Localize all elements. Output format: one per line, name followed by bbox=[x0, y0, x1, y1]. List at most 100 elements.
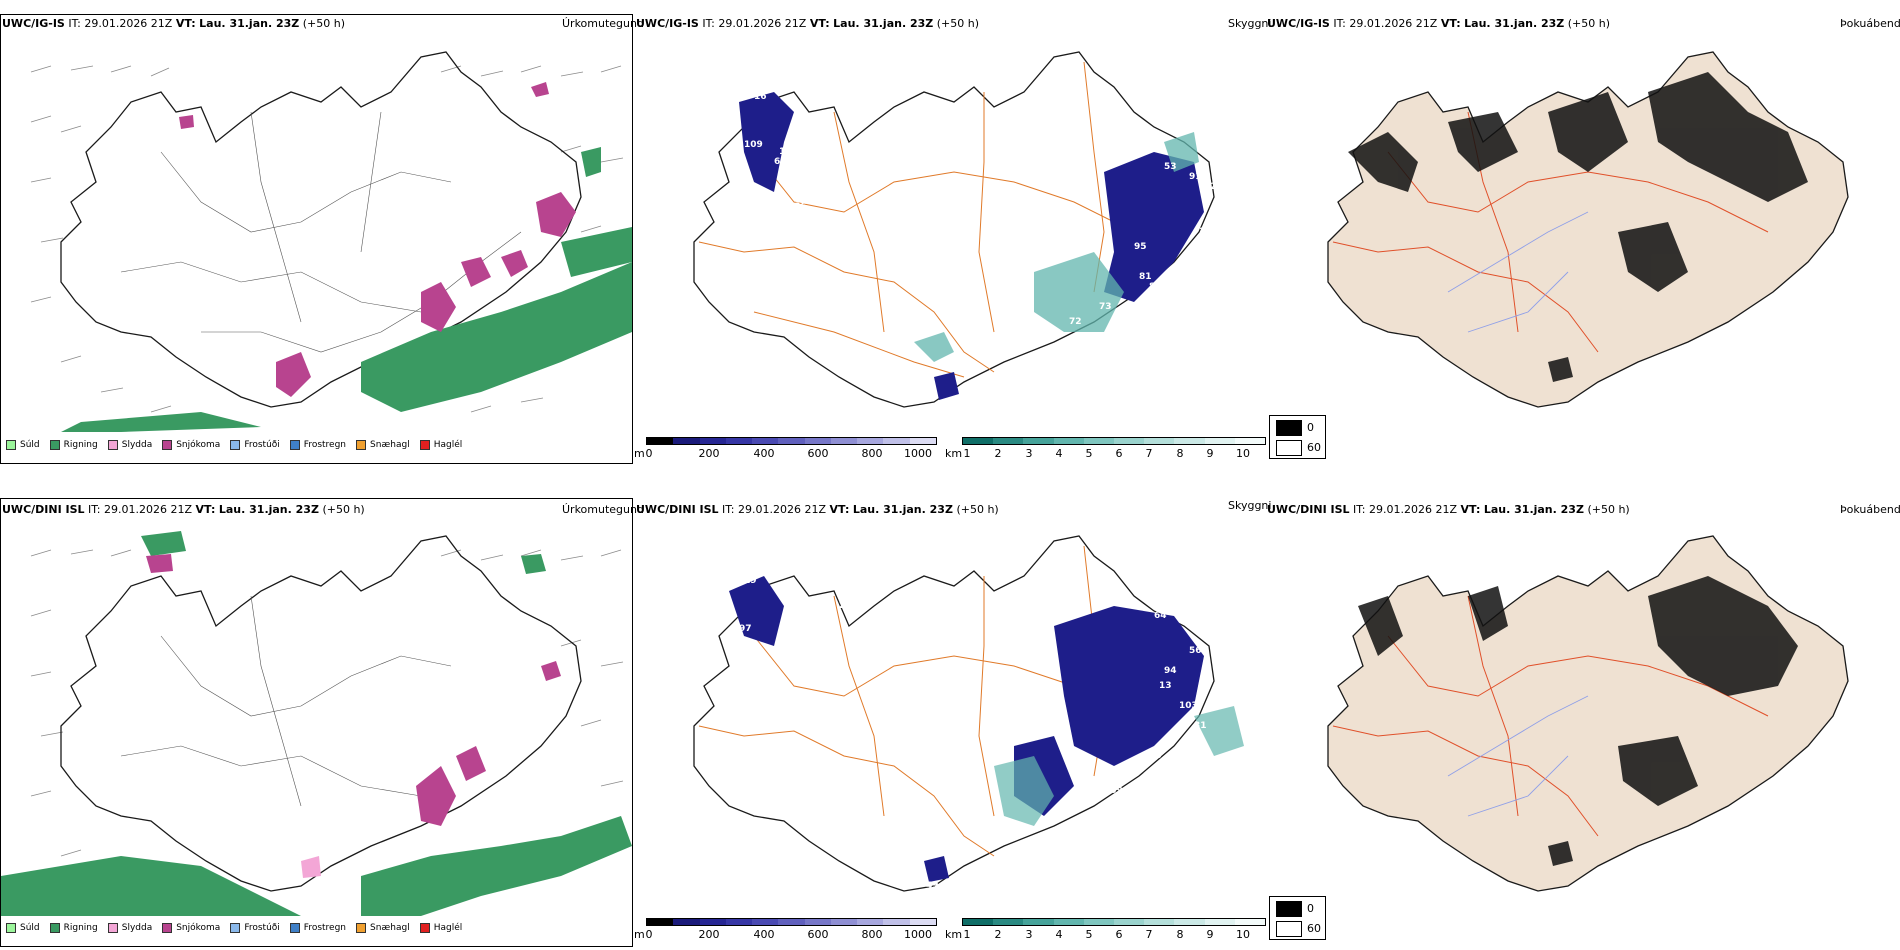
colorbar-segment bbox=[1174, 919, 1205, 925]
fog-swatch-dark bbox=[1276, 420, 1302, 436]
row2-precip-frame bbox=[0, 498, 633, 947]
tick-label: 9 bbox=[1206, 447, 1214, 460]
colorbar-segment bbox=[883, 919, 910, 925]
legend-swatch bbox=[107, 923, 118, 933]
row2-cloudbase-unit: m bbox=[634, 928, 645, 941]
visibility-value-label: 94 bbox=[1164, 666, 1177, 676]
tick-label: 200 bbox=[698, 447, 720, 460]
legend-label: Haglél bbox=[433, 440, 463, 450]
tick-label: 1 bbox=[963, 928, 971, 941]
visibility-value-label: 202 bbox=[1069, 821, 1088, 831]
fog-swatch-dark bbox=[1276, 901, 1302, 917]
tick-label: 6 bbox=[1115, 928, 1123, 941]
tick-label: 600 bbox=[807, 447, 829, 460]
tick-label: 7 bbox=[1145, 447, 1153, 460]
visibility-value-label: 80 bbox=[1149, 282, 1162, 292]
legend-swatch bbox=[356, 923, 367, 933]
colorbar-segment bbox=[647, 438, 674, 444]
visibility-value-label: 44 bbox=[942, 400, 955, 410]
tick-label: 5 bbox=[1085, 928, 1093, 941]
legend-label: Frostregn bbox=[303, 923, 347, 933]
fog-swatch-light bbox=[1276, 440, 1302, 456]
row1-visibility-colorbar bbox=[962, 437, 1266, 445]
visibility-value-label: 53 bbox=[1164, 162, 1177, 172]
legend-item: Rigning bbox=[49, 440, 98, 450]
legend-swatch bbox=[230, 440, 241, 450]
colorbar-segment bbox=[1204, 919, 1235, 925]
colorbar-segment bbox=[778, 438, 805, 444]
tick-label: 10 bbox=[1236, 447, 1250, 460]
fog-swatch-light bbox=[1276, 921, 1302, 937]
colorbar-segment bbox=[857, 438, 884, 444]
fog-dark-areas bbox=[1348, 72, 1808, 382]
row1-visibility-value-labels: 16 102 109 107 60 82 75 86 53 91 125 169 95 81 80 73 72 8… bbox=[634, 32, 1266, 432]
legend-swatch bbox=[107, 440, 118, 450]
legend-swatch bbox=[162, 440, 173, 450]
colorbar-segment bbox=[1174, 438, 1205, 444]
legend-label: Slydda bbox=[121, 923, 153, 933]
road-network bbox=[1332, 595, 1769, 837]
row1-header-right: UWC/IG-IS IT: 29.01.2026 21Z VT: Lau. 31… bbox=[1267, 17, 1611, 30]
visibility-value-label: 81 bbox=[1139, 272, 1152, 282]
visibility-value-label: 125 bbox=[1204, 182, 1223, 192]
legend-label: Frostúði bbox=[244, 440, 280, 450]
iceland-outline bbox=[60, 51, 582, 408]
visibility-value-label: 83 bbox=[1064, 347, 1077, 357]
fog-legend-label: 0 bbox=[1307, 421, 1314, 434]
legend-item: Frostregn bbox=[289, 923, 347, 933]
colorbar-segment bbox=[1053, 438, 1084, 444]
legend-label: Snæhagl bbox=[370, 440, 410, 450]
row2-visibility-ticks: 1 2 3 4 5 6 7 8 9 10 bbox=[962, 928, 1266, 942]
colorbar-segment bbox=[1023, 438, 1054, 444]
legend-label: Rigning bbox=[63, 923, 98, 933]
tick-label: 8 bbox=[1176, 447, 1184, 460]
tick-label: 1000 bbox=[904, 928, 932, 941]
legend-label: Haglél bbox=[433, 923, 463, 933]
tick-label: 600 bbox=[807, 928, 829, 941]
legend-item: Súld bbox=[6, 923, 40, 933]
tick-label: 1 bbox=[963, 447, 971, 460]
legend-item: Haglél bbox=[419, 440, 463, 450]
row2-header-right: UWC/DINI ISL IT: 29.01.2026 21Z VT: Lau.… bbox=[1267, 503, 1630, 516]
legend-swatch bbox=[289, 923, 300, 933]
legend-label: Slydda bbox=[121, 440, 153, 450]
legend-item: Frostúði bbox=[230, 923, 280, 933]
row1-cloudbase-ticks: 0 200 400 600 800 1000 bbox=[646, 447, 937, 461]
legend-item: Slydda bbox=[107, 440, 153, 450]
colorbar-segment bbox=[778, 919, 805, 925]
legend-item: Haglél bbox=[419, 923, 463, 933]
legend-swatch bbox=[6, 440, 16, 450]
legend-swatch bbox=[49, 440, 60, 450]
colorbar-segment bbox=[725, 919, 753, 925]
rain-areas bbox=[61, 147, 632, 432]
legend-swatch bbox=[419, 923, 430, 933]
colorbar-segment bbox=[963, 919, 994, 925]
row1-fog-title: Þokuábendi bbox=[1840, 17, 1900, 30]
colorbar-segment bbox=[909, 438, 936, 444]
row2-cloudbase-colorbar bbox=[646, 918, 937, 926]
visibility-value-label: 95 bbox=[1134, 242, 1147, 252]
colorbar-segment bbox=[804, 438, 831, 444]
row1-fog-legend: 0 60 bbox=[1269, 415, 1326, 459]
legend-swatch bbox=[419, 440, 430, 450]
snow-areas bbox=[146, 554, 561, 826]
legend-label: Snjókoma bbox=[176, 440, 221, 450]
legend-label: Snjókoma bbox=[176, 923, 221, 933]
visibility-value-label: 93 bbox=[939, 362, 952, 372]
visibility-value-label: 64 bbox=[1154, 611, 1167, 621]
row2-fog-legend: 0 60 bbox=[1269, 896, 1326, 940]
tick-label: 9 bbox=[1206, 928, 1214, 941]
fog-legend-label: 0 bbox=[1307, 902, 1314, 915]
colorbar-segment bbox=[1083, 919, 1115, 925]
wind-barbs bbox=[30, 549, 624, 887]
row1-cloudbase-colorbar bbox=[646, 437, 937, 445]
visibility-value-label: 13 bbox=[1159, 681, 1172, 691]
low-visibility-areas bbox=[994, 706, 1244, 826]
row2-visibility-colorbar bbox=[962, 918, 1266, 926]
visibility-value-label: 109 bbox=[1104, 786, 1123, 796]
colorbar-segment bbox=[993, 919, 1024, 925]
visibility-value-label: 97 bbox=[739, 624, 752, 634]
row2-fog-title: Þokuábendi bbox=[1840, 503, 1900, 516]
colorbar-segment bbox=[699, 438, 726, 444]
visibility-value-label: 102 bbox=[794, 124, 813, 134]
